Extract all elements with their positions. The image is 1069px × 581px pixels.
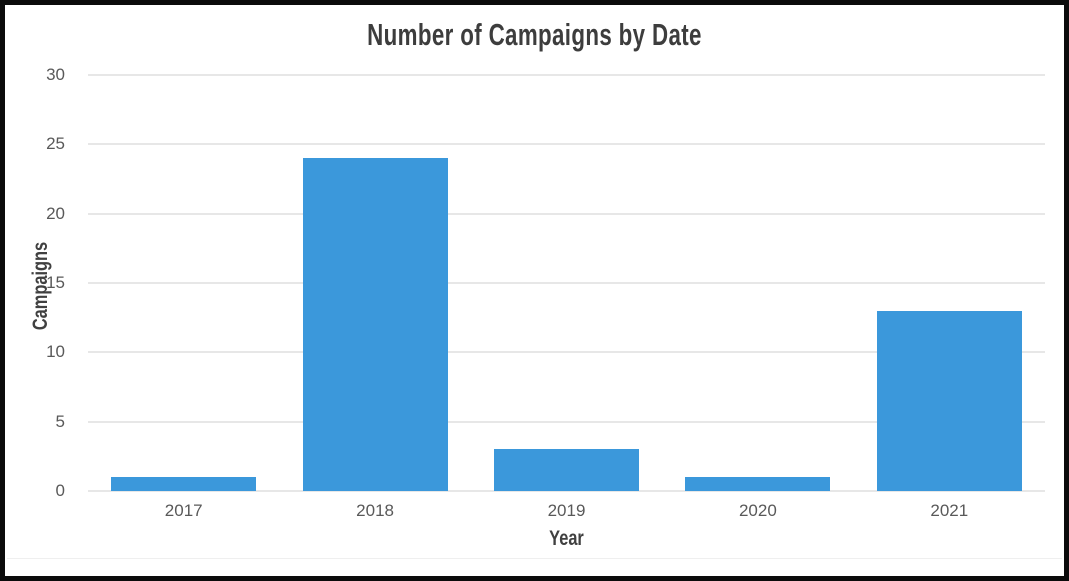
bar-2019 [494,449,639,491]
x-tick-label-2017: 2017 [164,501,203,520]
y-tick-label-30: 30 [46,65,65,84]
x-tick-label-2018: 2018 [356,501,394,520]
plot-area [88,74,1045,492]
gridline-y-0 [88,490,1045,492]
x-axis-label: Year [549,527,584,550]
y-tick-label-0: 0 [55,481,65,500]
y-tick-label-10: 10 [46,342,65,362]
x-tick-label-2021: 2021 [930,501,969,520]
gridline-y-10 [88,351,1045,354]
bar-2018 [303,158,448,491]
y-tick-label-25: 25 [46,134,65,154]
x-tick-label-2019: 2019 [547,501,586,520]
gridline-y-5 [88,420,1045,423]
y-tick-label-15: 15 [46,273,65,292]
gridline-y-30 [88,74,1045,76]
bar-2021 [877,311,1022,491]
gridline-y-20 [88,212,1045,215]
gridline-y-25 [88,143,1045,146]
x-tick-label-2020: 2020 [738,501,777,520]
y-tick-label-20: 20 [46,203,65,223]
chart-bottom-edge [7,558,1062,559]
chart-title: Number of Campaigns by Date [367,17,702,52]
bar-2020 [685,477,830,491]
bar-2017 [111,477,256,491]
gridline-y-15 [88,282,1045,284]
y-tick-label-5: 5 [55,411,65,431]
